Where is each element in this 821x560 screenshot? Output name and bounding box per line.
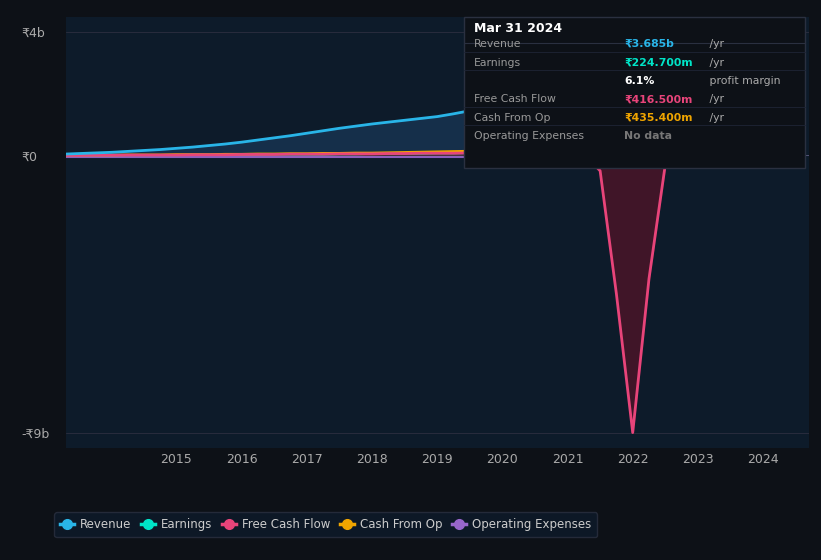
Text: 6.1%: 6.1% bbox=[624, 76, 654, 86]
Text: ₹435.400m: ₹435.400m bbox=[624, 113, 692, 123]
Text: ₹3.685b: ₹3.685b bbox=[624, 39, 674, 49]
Text: Cash From Op: Cash From Op bbox=[474, 113, 550, 123]
Legend: Revenue, Earnings, Free Cash Flow, Cash From Op, Operating Expenses: Revenue, Earnings, Free Cash Flow, Cash … bbox=[54, 512, 597, 537]
Text: profit margin: profit margin bbox=[706, 76, 781, 86]
Text: ₹416.500m: ₹416.500m bbox=[624, 95, 692, 105]
Text: Operating Expenses: Operating Expenses bbox=[474, 132, 584, 142]
Text: Free Cash Flow: Free Cash Flow bbox=[474, 95, 556, 105]
Text: /yr: /yr bbox=[706, 113, 724, 123]
Text: /yr: /yr bbox=[706, 95, 724, 105]
Text: Revenue: Revenue bbox=[474, 39, 521, 49]
Text: No data: No data bbox=[624, 132, 672, 142]
Text: /yr: /yr bbox=[706, 39, 724, 49]
Text: ₹224.700m: ₹224.700m bbox=[624, 58, 693, 68]
Text: /yr: /yr bbox=[706, 58, 724, 68]
Text: Earnings: Earnings bbox=[474, 58, 521, 68]
Text: Mar 31 2024: Mar 31 2024 bbox=[474, 22, 562, 35]
